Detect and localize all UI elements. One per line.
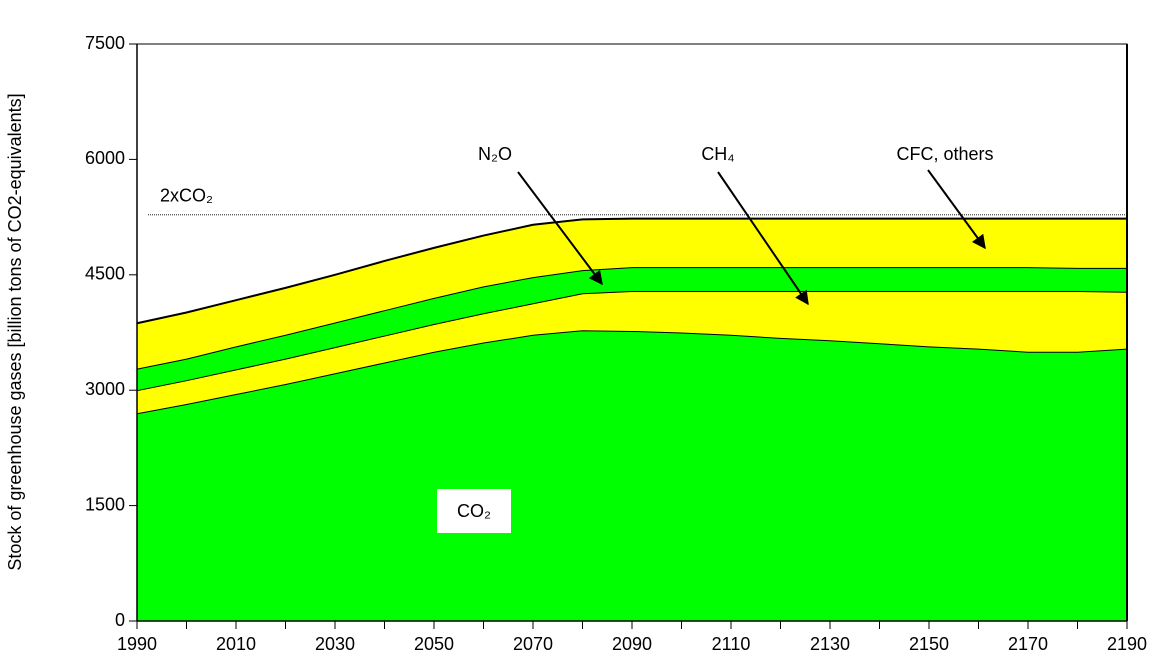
arrow (517, 171, 603, 286)
x-tick-label: 2110 (712, 634, 751, 654)
area-edge (136, 266, 1127, 370)
label-box (437, 489, 511, 533)
x-tick-label: 2030 (315, 634, 355, 654)
x-tick-label: 2090 (612, 634, 652, 654)
area (137, 218, 1127, 369)
y-tick-label: 0 (115, 610, 125, 630)
arrow (927, 169, 986, 250)
x-tick-label: 2010 (216, 634, 256, 654)
series-label: CH₄ (701, 144, 734, 164)
series-label: CO₂ (457, 501, 491, 521)
x-tick-label: 2130 (810, 634, 850, 654)
area-edge (136, 217, 1127, 325)
area (137, 330, 1127, 621)
x-tick-label: 2050 (414, 634, 454, 654)
area (137, 267, 1127, 391)
y-tick-label: 7500 (85, 33, 125, 53)
y-tick-label: 6000 (85, 148, 125, 168)
y-axis-label: Stock of greenhouse gases [billion tons … (5, 93, 25, 570)
x-tick-label: 2070 (513, 634, 553, 654)
y-tick-label: 4500 (85, 264, 125, 284)
y-tick-label: 1500 (85, 494, 125, 514)
x-tick-label: 2190 (1107, 634, 1147, 654)
y-tick-label: 3000 (85, 379, 125, 399)
x-tick-label: 1990 (117, 634, 157, 654)
reference-label: 2xCO₂ (160, 186, 213, 206)
area (137, 290, 1127, 414)
x-tick-label: 2150 (909, 634, 949, 654)
x-tick-label: 2170 (1008, 634, 1048, 654)
series-label: CFC, others (896, 144, 993, 164)
arrow (717, 171, 809, 306)
series-label: N₂O (478, 144, 512, 164)
